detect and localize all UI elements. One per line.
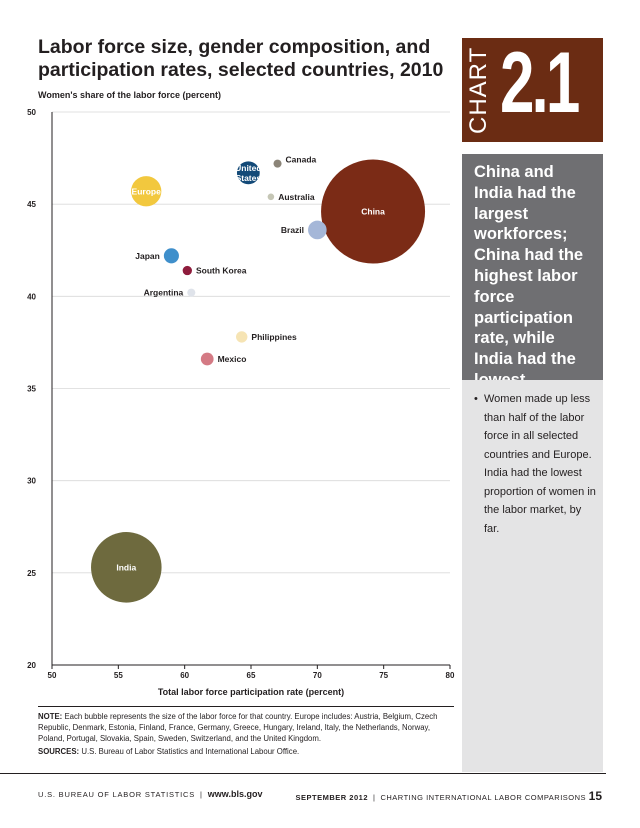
footer-left: U.S. BUREAU OF LABOR STATISTICS | www.bls.… (38, 789, 262, 799)
y-tick-label-30: 30 (27, 477, 36, 486)
footer-url[interactable]: www.bls.gov (207, 789, 263, 799)
bubble-label-india: India (116, 562, 136, 572)
y-tick-label-50: 50 (27, 108, 36, 117)
chart-title: Labor force size, gender composition, an… (38, 36, 444, 81)
sidebar-summary: • Women made up less than half of the la… (462, 380, 603, 772)
note-text: Each bubble represents the size of the l… (38, 712, 438, 743)
callout-box: China and India had the largest workforc… (462, 154, 603, 389)
bubble-label-mexico: Mexico (218, 354, 247, 364)
bubble-japan (163, 248, 179, 264)
note-divider (38, 706, 454, 707)
bullet-icon: • (474, 393, 478, 405)
y-tick-label-40: 40 (27, 292, 36, 301)
x-axis-label: Total labor force participation rate (pe… (158, 687, 344, 697)
footer-month: SEPTEMBER 2012 (295, 793, 368, 802)
bubble-china (321, 159, 426, 264)
bubble-label-japan: Japan (135, 251, 160, 261)
x-tick-label-55: 55 (114, 671, 123, 680)
bubble-label-south-korea: South Korea (196, 266, 247, 276)
footer-divider (0, 773, 606, 774)
bubble-argentina (187, 288, 196, 297)
note-label: NOTE: (38, 712, 63, 721)
chart-sources: SOURCES: U.S. Bureau of Labor Statistics… (38, 747, 456, 756)
chart-badge-number: 2.1 (500, 35, 580, 131)
bubble-philippines (236, 331, 248, 343)
bubble-label-canada: Canada (286, 155, 317, 165)
bubble-label-philippines: Philippines (251, 332, 297, 342)
chart-note: NOTE: Each bubble represents the size of… (38, 711, 456, 744)
bubble-label-china: China (361, 207, 385, 217)
sources-text: U.S. Bureau of Labor Statistics and Inte… (81, 747, 300, 756)
footer-separator: | (200, 790, 203, 799)
y-tick-label-25: 25 (27, 569, 36, 578)
x-tick-label-65: 65 (247, 671, 256, 680)
x-tick-label-50: 50 (48, 671, 57, 680)
y-tick-label-20: 20 (27, 661, 36, 670)
bubble-europe (131, 176, 162, 207)
y-axis-label: Women's share of the labor force (percen… (38, 90, 222, 100)
x-tick-label-70: 70 (313, 671, 322, 680)
x-tick-label-80: 80 (446, 671, 455, 680)
bubble-label-united-states: United States (235, 163, 261, 183)
bubble-india (91, 532, 162, 603)
bubble-canada (273, 159, 282, 168)
footer-agency: U.S. BUREAU OF LABOR STATISTICS (38, 790, 196, 799)
bubble-label-argentina: Argentina (144, 288, 184, 298)
sidebar-text: Women made up less than half of the labo… (484, 393, 596, 535)
x-tick-label-75: 75 (379, 671, 388, 680)
bubble-label-europe: Europe (132, 186, 162, 196)
bubble-label-australia: Australia (278, 192, 315, 202)
footer-right: SEPTEMBER 2012 | CHARTING INTERNATIONAL LA… (296, 789, 602, 803)
bubble-label-brazil: Brazil (281, 225, 304, 235)
footer-separator-2: | (373, 793, 376, 802)
bubble-brazil (308, 220, 327, 240)
sources-label: SOURCES: (38, 747, 80, 756)
page-number: 15 (588, 789, 602, 803)
bubble-south-korea (182, 265, 192, 276)
chart-badge (462, 38, 603, 142)
footer-publication: CHARTING INTERNATIONAL LABOR COMPARISONS (380, 793, 587, 802)
bubble-mexico (200, 352, 214, 366)
bubble-australia (267, 193, 275, 201)
bubble-united-states (236, 161, 260, 185)
x-tick-label-60: 60 (180, 671, 189, 680)
y-tick-label-45: 45 (27, 200, 36, 209)
y-tick-label-35: 35 (27, 385, 36, 394)
